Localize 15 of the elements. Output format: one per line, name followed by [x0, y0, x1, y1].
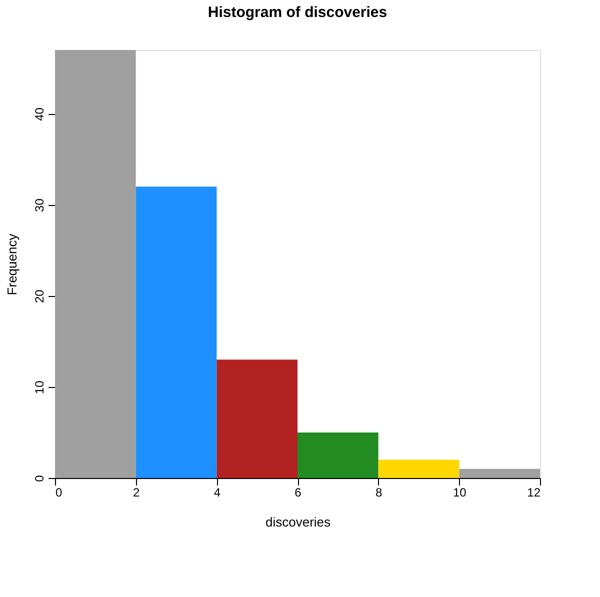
- x-tick-label: 8: [375, 486, 382, 500]
- y-tick-label: 10: [32, 380, 46, 394]
- y-tick-label: 0: [32, 474, 46, 482]
- x-tick-label: 10: [452, 486, 467, 500]
- x-tick-label: 2: [132, 486, 140, 500]
- chart-title: Histogram of discoveries: [208, 4, 388, 21]
- y-axis-title: Frequency: [4, 233, 20, 296]
- x-tick-label: 0: [56, 486, 62, 500]
- x-axis-title: discoveries: [265, 514, 332, 530]
- x-tick-label: 12: [527, 486, 541, 500]
- x-tick-label: 6: [294, 486, 302, 500]
- y-tick-label: 40: [32, 107, 46, 121]
- x-tick-label: 4: [214, 486, 221, 500]
- y-tick-label: 30: [32, 198, 46, 212]
- y-tick-label: 20: [32, 289, 46, 304]
